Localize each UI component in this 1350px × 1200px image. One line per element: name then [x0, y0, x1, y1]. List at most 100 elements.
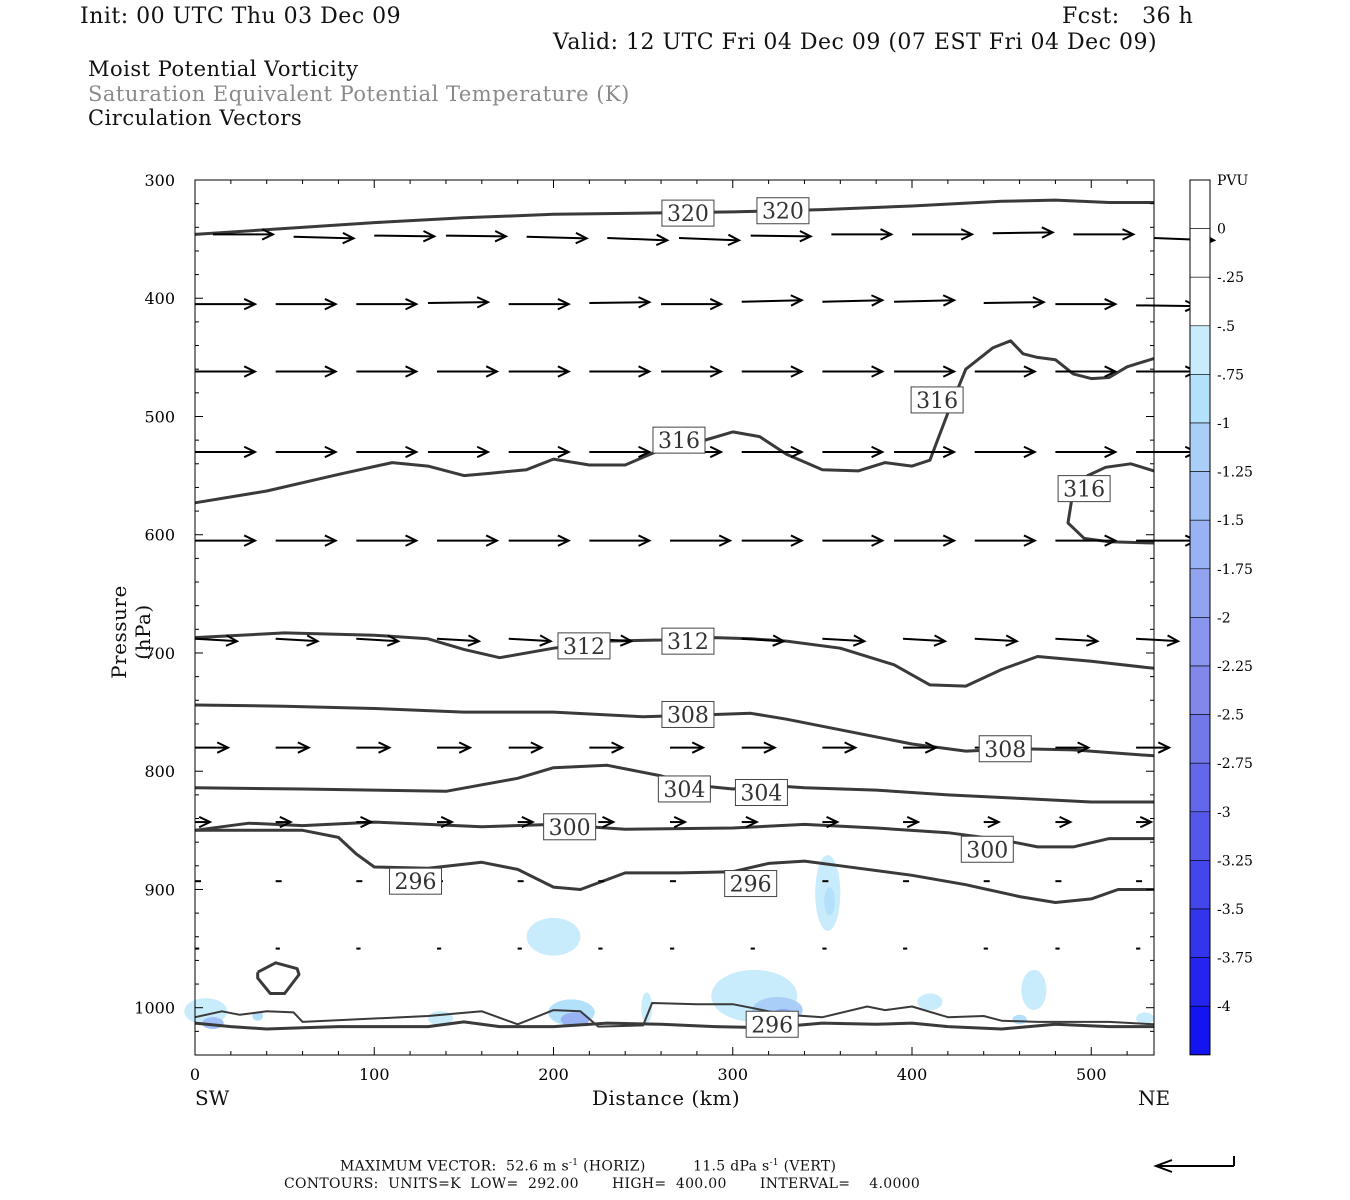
vector-arrow [212, 228, 276, 241]
vector-head [638, 365, 652, 378]
mpv-patch [1136, 1012, 1154, 1025]
vector-arrow [822, 294, 885, 307]
vector-head [844, 741, 858, 754]
colorbar-label: -3 [1217, 805, 1231, 821]
vector-arrow [1073, 228, 1136, 241]
contour-line [194, 631, 1155, 688]
colorbar-box [1189, 617, 1211, 667]
contour-label-box [910, 386, 964, 414]
vector-arrow [275, 534, 338, 547]
contour-label: 320 [756, 197, 810, 225]
contour-label-box [1057, 475, 1111, 503]
vector-head [521, 815, 535, 829]
vector-arrow [374, 230, 437, 243]
colorbar-box [1189, 811, 1211, 861]
vector-head [279, 815, 293, 829]
vector-shaft [750, 234, 811, 238]
colorbar-label: -2 [1217, 610, 1231, 626]
vector-head [942, 445, 957, 459]
contour-label-box [756, 197, 810, 225]
vector-head [942, 534, 957, 547]
vector-arrow [894, 445, 957, 459]
colorbar-label: -2.75 [1217, 756, 1253, 772]
vector-arrow [822, 741, 858, 754]
vector-head [871, 365, 885, 378]
contour-label-box [661, 627, 715, 655]
contour-label: 296 [388, 867, 442, 895]
vector-head [530, 741, 544, 754]
vector-head [485, 534, 500, 547]
circulation-vectors [194, 226, 1217, 950]
colorbar-label: -2.5 [1217, 708, 1244, 724]
vector-head [709, 298, 724, 311]
vector-head [557, 298, 571, 311]
contours-info: CONTOURS: UNITS=K LOW= 292.00 HIGH= 400.… [284, 1176, 921, 1192]
vector-arrow [661, 298, 724, 311]
vector-shaft [822, 299, 883, 303]
contour-label: 300 [960, 835, 1014, 863]
vector-head [790, 365, 805, 378]
contour-label: 312 [661, 627, 715, 655]
contour-label-box [543, 813, 597, 841]
vector-arrow [822, 445, 885, 459]
contour-label-text: 316 [658, 429, 700, 454]
field-title-thetaes: Saturation Equivalent Potential Temperat… [88, 82, 630, 106]
y-tick-label: 900 [144, 880, 175, 899]
vector-arrow [1055, 365, 1118, 378]
colorbar-box [1189, 714, 1211, 764]
vector-head [458, 741, 473, 754]
vector-head [485, 365, 500, 378]
x-tick-label: 0 [190, 1065, 200, 1084]
vector-head [942, 365, 957, 378]
contour-label-text: 304 [740, 782, 782, 807]
mpv-patch [560, 1012, 590, 1027]
vector-arrow [894, 365, 957, 378]
colorbar-label: -3.25 [1217, 853, 1253, 869]
vector-arrow [436, 815, 455, 829]
vector-head [871, 534, 885, 547]
vector-head [763, 741, 778, 754]
vector-arrow [894, 294, 957, 307]
colorbar-box [1189, 908, 1211, 958]
mpv-shading [184, 855, 1154, 1029]
vector-head [575, 231, 589, 245]
vector-arrow [589, 741, 625, 754]
vector-head [1023, 534, 1038, 547]
contour-label-text: 296 [394, 870, 436, 895]
contour-label-text: 312 [667, 630, 709, 655]
vector-arrow [195, 365, 258, 378]
contour-label: 308 [661, 700, 715, 728]
vector-arrow [1136, 815, 1154, 829]
vector-shaft [589, 301, 650, 304]
vector-head [243, 298, 258, 311]
field-title-vectors: Circulation Vectors [88, 106, 303, 130]
vector-arrow [983, 815, 1002, 829]
vector-head [1085, 634, 1100, 647]
vector-arrow [195, 815, 213, 829]
colorbar-label: -.75 [1217, 367, 1244, 383]
vector-shaft [428, 301, 489, 304]
colorbar-frame [1189, 179, 1211, 1056]
vector-shaft [902, 637, 946, 643]
vector-arrow [1055, 815, 1073, 829]
vector-head [494, 230, 509, 243]
vector-head [405, 534, 419, 547]
contour-line [194, 1020, 1154, 1031]
vector-head [539, 634, 553, 647]
vector-head [906, 815, 921, 829]
vector-head [1104, 365, 1118, 378]
vector-arrow [750, 230, 813, 243]
vector-head [1023, 365, 1038, 378]
vector-arrow [670, 815, 688, 829]
vector-head [1059, 815, 1073, 829]
init-time: Init: 00 UTC Thu 03 Dec 09 [80, 4, 402, 29]
vector-arrow [974, 634, 1020, 647]
colorbar-box [1189, 325, 1211, 375]
contour-label-box [557, 632, 611, 660]
vector-head [557, 445, 571, 459]
vector-arrow [436, 365, 500, 378]
colorbar-box [1189, 762, 1211, 813]
vector-arrow [903, 815, 921, 829]
vector-arrow [356, 298, 419, 311]
vector-head [1157, 741, 1172, 754]
